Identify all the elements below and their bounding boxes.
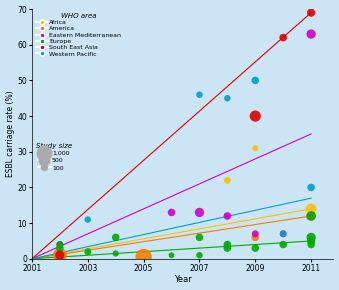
Point [169,253,174,258]
Point [169,210,174,215]
Point [225,96,230,101]
Point [253,235,258,240]
Point [253,78,258,83]
Point [308,235,314,240]
Point [225,246,230,251]
Point [308,10,314,15]
Point [253,146,258,151]
Point [308,185,314,190]
Point [85,249,91,254]
Point [308,239,314,243]
Point [197,253,202,258]
Point [308,32,314,36]
Point [197,92,202,97]
Point [57,253,63,258]
Point [308,214,314,218]
Point [308,242,314,247]
Point [57,253,63,258]
Point [225,242,230,247]
Point [197,210,202,215]
Point [57,255,63,259]
Point [113,251,118,256]
Point [113,235,118,240]
Point [308,214,314,218]
Point [57,246,63,251]
Point [253,231,258,236]
Point [280,231,286,236]
Legend: 1,000, 500, 100: 1,000, 500, 100 [35,142,73,172]
X-axis label: Year: Year [174,276,192,284]
Point [280,231,286,236]
Point [85,217,91,222]
Point [225,178,230,183]
Point [253,114,258,118]
Y-axis label: ESBL carriage rate (%): ESBL carriage rate (%) [5,90,15,177]
Point [141,255,146,259]
Point [308,206,314,211]
Point [57,242,63,247]
Point [280,35,286,40]
Point [225,214,230,218]
Point [280,242,286,247]
Point [253,246,258,251]
Point [197,235,202,240]
Point [57,242,63,247]
